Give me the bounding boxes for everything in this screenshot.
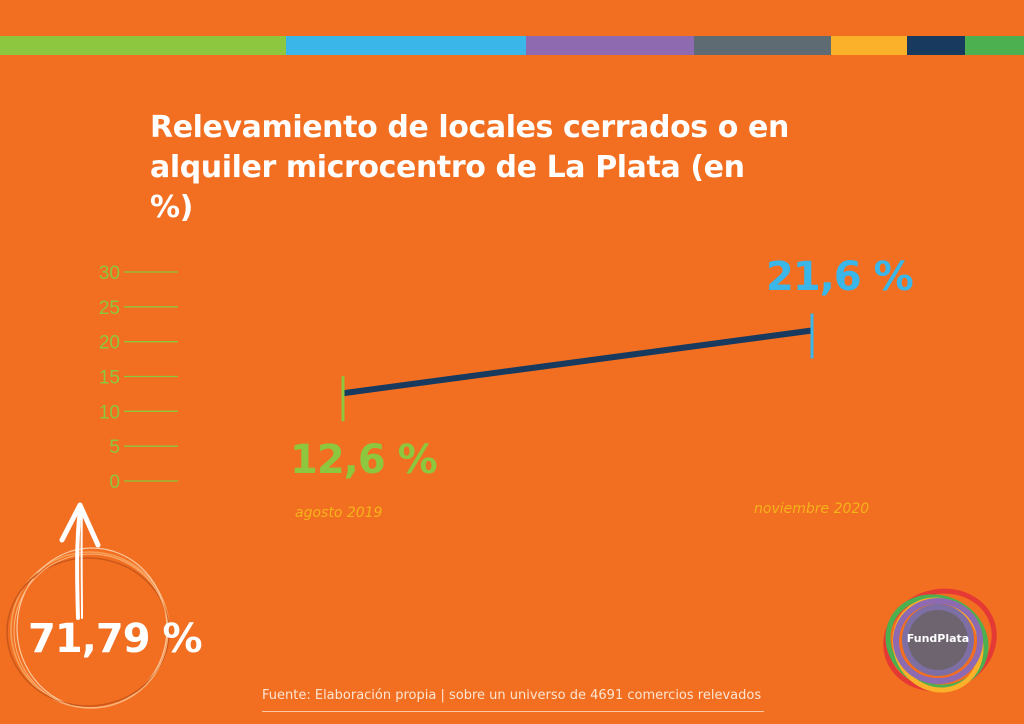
x-category-label: agosto 2019 <box>295 505 383 521</box>
strip-green <box>0 36 286 55</box>
strip-purple <box>526 36 694 55</box>
strip-gray <box>694 36 831 55</box>
x-axis-labels: agosto 2019 noviembre 2020 <box>295 501 869 521</box>
y-axis: 0 5 10 15 20 25 30 <box>99 263 178 493</box>
logo-text: FundPlata <box>906 632 970 645</box>
chart-title: Relevamiento de locales cerrados o en al… <box>150 110 789 225</box>
stat-value: 71,79 % <box>28 616 203 662</box>
y-tick-label: 0 <box>109 472 120 493</box>
y-tick-label: 20 <box>99 333 120 354</box>
y-tick-label: 10 <box>99 402 120 423</box>
y-tick-label: 30 <box>99 263 120 284</box>
y-tick-label: 5 <box>109 437 120 458</box>
plot-area: 12,6 % 21,6 % <box>290 254 914 483</box>
strip-blue <box>286 36 526 55</box>
y-tick-label: 15 <box>99 368 120 389</box>
data-label: 12,6 % <box>290 437 437 483</box>
series-line <box>342 327 813 397</box>
strip-darkgreen <box>965 36 1024 55</box>
source-divider <box>262 711 764 712</box>
strip-navy <box>907 36 965 55</box>
source-note: Fuente: Elaboración propia | sobre un un… <box>262 688 762 703</box>
data-label: 21,6 % <box>766 254 913 300</box>
y-tick-label: 25 <box>99 298 120 319</box>
color-strip <box>0 36 1024 55</box>
strip-yellow <box>831 36 907 55</box>
x-category-label: noviembre 2020 <box>754 501 869 517</box>
